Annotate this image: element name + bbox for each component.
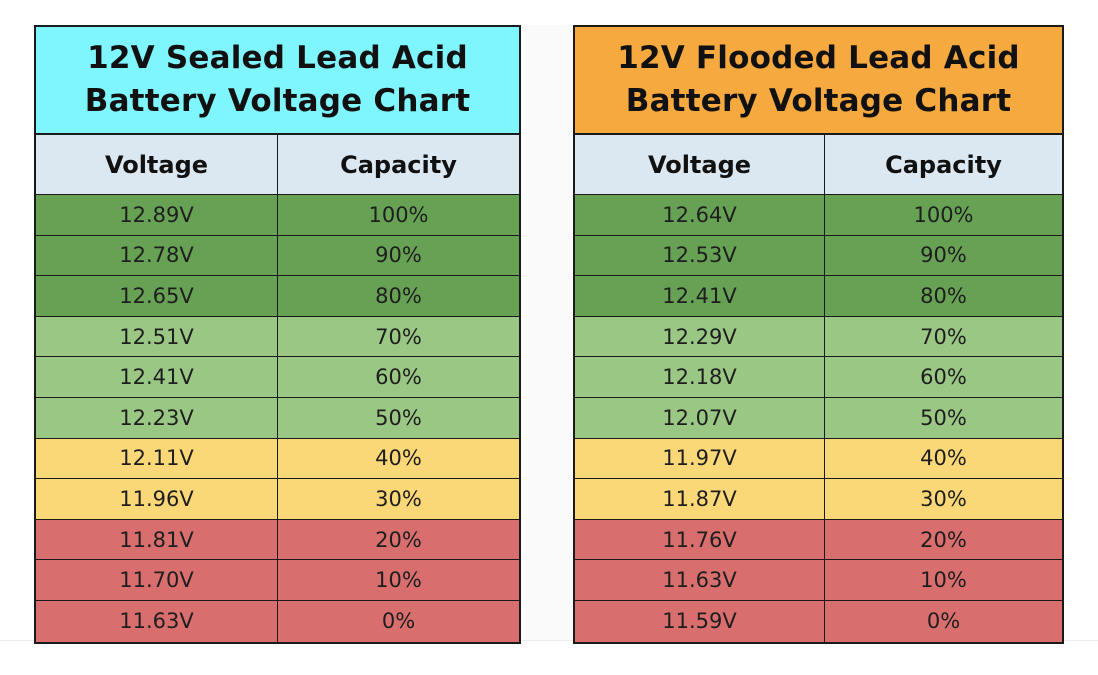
voltage-column-header: Voltage — [647, 150, 752, 179]
table-row: 12.23V 50% — [36, 397, 519, 439]
table-gap — [521, 25, 573, 641]
voltage-cell: 11.87V — [662, 486, 737, 511]
table-row: 11.81V 20% — [36, 519, 519, 561]
capacity-cell: 40% — [824, 438, 1062, 479]
capacity-cell: 0% — [824, 600, 1062, 642]
capacity-cell: 100% — [277, 195, 519, 235]
table-row: 12.64V 100% — [575, 195, 1062, 236]
capacity-cell: 40% — [277, 438, 519, 479]
capacity-cell: 20% — [277, 519, 519, 560]
sealed-lead-acid-table: 12V Sealed Lead Acid Battery Voltage Cha… — [34, 25, 521, 644]
table-row: 11.97V 40% — [575, 438, 1062, 480]
capacity-cell: 60% — [277, 357, 519, 397]
flooded-table-title: 12V Flooded Lead Acid Battery Voltage Ch… — [575, 27, 1062, 135]
voltage-cell: 12.23V — [119, 405, 194, 430]
table-row: 11.96V 30% — [36, 479, 519, 520]
flooded-title-line2: Battery Voltage Chart — [625, 83, 1012, 119]
sealed-rows: 12.89V 100% 12.78V 90% 12.65V 80% 12.51V 70% 12.… — [36, 195, 519, 642]
voltage-column-header: Voltage — [104, 150, 209, 179]
voltage-cell: 11.81V — [119, 527, 194, 552]
capacity-cell: 10% — [824, 560, 1062, 600]
table-row: 12.18V 60% — [575, 357, 1062, 398]
capacity-cell: 70% — [824, 316, 1062, 357]
voltage-cell: 12.78V — [119, 243, 194, 268]
table-row: 12.11V 40% — [36, 438, 519, 480]
capacity-cell: 80% — [824, 276, 1062, 316]
capacity-cell: 0% — [277, 600, 519, 642]
voltage-cell: 11.70V — [119, 568, 194, 593]
table-row: 12.78V 90% — [36, 235, 519, 277]
sealed-title-line1: 12V Sealed Lead Acid — [87, 40, 468, 76]
voltage-cell: 11.63V — [662, 568, 737, 593]
voltage-cell: 12.64V — [662, 202, 737, 227]
sealed-header-row: Voltage Capacity — [36, 135, 519, 195]
flooded-rows: 12.64V 100% 12.53V 90% 12.41V 80% 12.29V 70% 12.… — [575, 195, 1062, 642]
flooded-title-line1: 12V Flooded Lead Acid — [617, 40, 1020, 76]
capacity-cell: 70% — [277, 316, 519, 357]
table-row: 12.89V 100% — [36, 195, 519, 236]
table-row: 11.87V 30% — [575, 479, 1062, 520]
table-row: 12.41V 60% — [36, 357, 519, 398]
voltage-cell: 11.59V — [662, 609, 737, 634]
capacity-cell: 80% — [277, 276, 519, 316]
voltage-cell: 12.29V — [662, 324, 737, 349]
table-row: 11.63V 0% — [36, 600, 519, 642]
voltage-cell: 12.53V — [662, 243, 737, 268]
table-row: 12.51V 70% — [36, 316, 519, 358]
flooded-header-row: Voltage Capacity — [575, 135, 1062, 195]
table-row: 12.07V 50% — [575, 397, 1062, 439]
voltage-cell: 12.41V — [662, 283, 737, 308]
voltage-cell: 12.41V — [119, 365, 194, 390]
capacity-cell: 90% — [824, 235, 1062, 276]
table-row: 11.63V 10% — [575, 560, 1062, 601]
capacity-column-header: Capacity — [824, 135, 1062, 194]
flooded-lead-acid-table: 12V Flooded Lead Acid Battery Voltage Ch… — [573, 25, 1064, 644]
capacity-cell: 10% — [277, 560, 519, 600]
table-row: 11.76V 20% — [575, 519, 1062, 561]
table-row: 12.41V 80% — [575, 276, 1062, 317]
capacity-cell: 100% — [824, 195, 1062, 235]
table-row: 12.29V 70% — [575, 316, 1062, 358]
table-row: 11.70V 10% — [36, 560, 519, 601]
voltage-cell: 11.97V — [662, 446, 737, 471]
table-row: 12.53V 90% — [575, 235, 1062, 277]
voltage-cell: 11.96V — [119, 486, 194, 511]
capacity-cell: 60% — [824, 357, 1062, 397]
capacity-cell: 50% — [277, 397, 519, 438]
voltage-cell: 11.63V — [119, 609, 194, 634]
voltage-cell: 11.76V — [662, 527, 737, 552]
capacity-cell: 30% — [277, 479, 519, 519]
voltage-cell: 12.07V — [662, 405, 737, 430]
capacity-cell: 30% — [824, 479, 1062, 519]
table-row: 12.65V 80% — [36, 276, 519, 317]
voltage-cell: 12.65V — [119, 283, 194, 308]
capacity-cell: 20% — [824, 519, 1062, 560]
voltage-cell: 12.51V — [119, 324, 194, 349]
capacity-column-header: Capacity — [277, 135, 519, 194]
capacity-cell: 90% — [277, 235, 519, 276]
voltage-cell: 12.89V — [119, 202, 194, 227]
sealed-table-title: 12V Sealed Lead Acid Battery Voltage Cha… — [36, 27, 519, 135]
voltage-cell: 12.11V — [119, 446, 194, 471]
sealed-title-line2: Battery Voltage Chart — [84, 83, 471, 119]
capacity-cell: 50% — [824, 397, 1062, 438]
page-divider — [0, 640, 1098, 641]
voltage-cell: 12.18V — [662, 365, 737, 390]
table-row: 11.59V 0% — [575, 600, 1062, 642]
